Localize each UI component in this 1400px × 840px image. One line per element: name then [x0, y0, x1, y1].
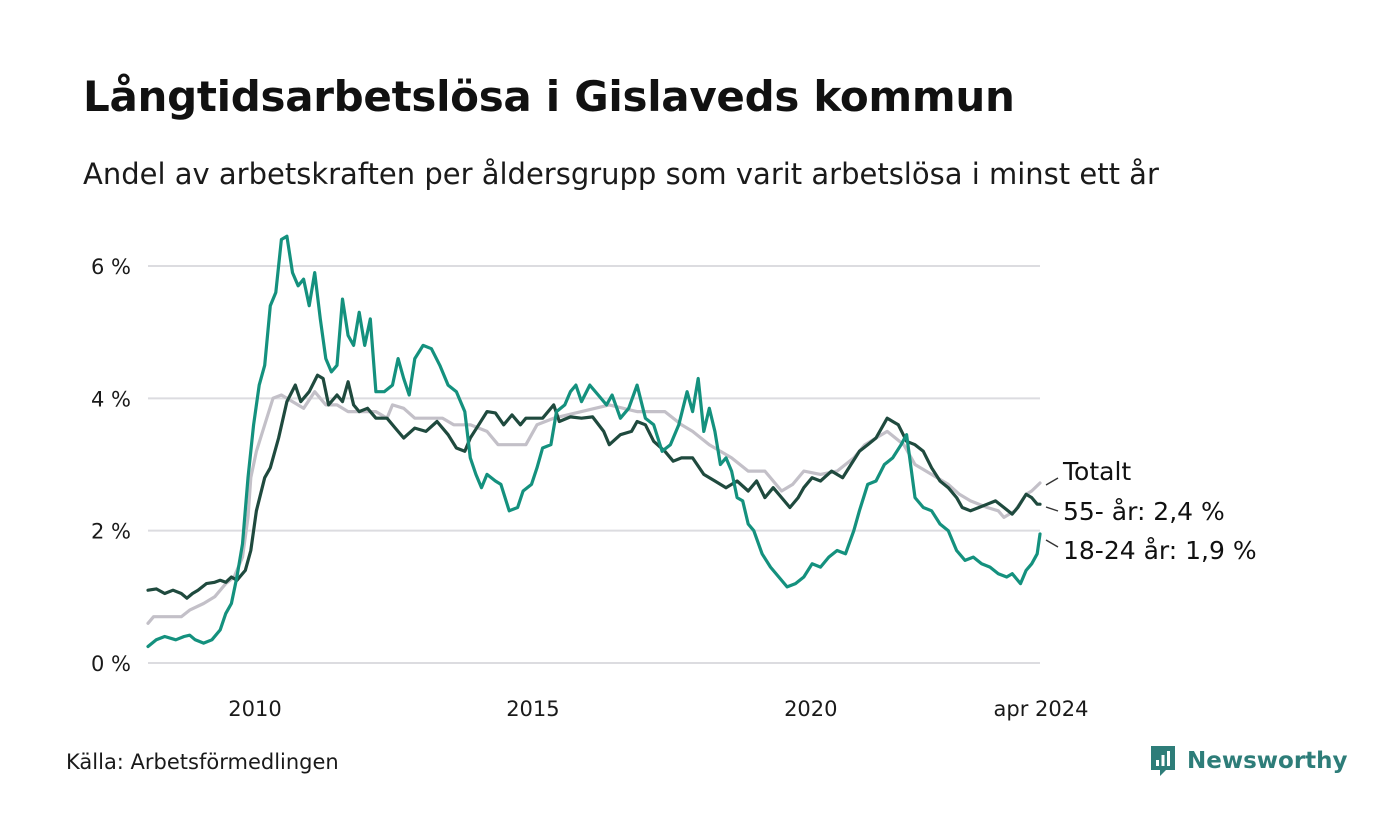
label-leader-age55 — [1045, 506, 1059, 512]
y-tick-label: 2 % — [91, 520, 131, 544]
y-tick-label: 6 % — [91, 255, 131, 279]
y-tick-label: 4 % — [91, 387, 131, 411]
chart-subtitle: Andel av arbetskraften per åldersgrupp s… — [83, 157, 1159, 191]
series-label-age55: 55- år: 2,4 % — [1063, 497, 1225, 526]
grid-lines — [148, 265, 1040, 664]
series-label-age18: 18-24 år: 1,9 % — [1063, 536, 1257, 565]
series-line-totalt — [146, 390, 1042, 625]
label-leader-totalt — [1045, 477, 1059, 486]
newsworthy-logo-text: Newsworthy — [1187, 748, 1348, 774]
source-note: Källa: Arbetsförmedlingen — [66, 750, 339, 774]
x-tick-label: 2020 — [784, 697, 837, 721]
x-tick-label: 2015 — [506, 697, 559, 721]
chart-title: Långtidsarbetslösa i Gislaveds kommun — [83, 72, 1015, 121]
newsworthy-logo-icon — [1151, 746, 1175, 776]
newsworthy-logo[interactable]: Newsworthy — [1149, 744, 1348, 778]
x-tick-label: 2010 — [228, 697, 281, 721]
series-lines — [146, 234, 1042, 649]
series-label-totalt: Totalt — [1062, 457, 1131, 486]
x-axis-ticks: 2010 2015 2020 apr 2024 — [228, 697, 1088, 721]
series-line-age18 — [146, 234, 1042, 649]
y-tick-label: 0 % — [91, 652, 131, 676]
series-labels: Totalt 55- år: 2,4 % 18-24 år: 1,9 % — [1045, 457, 1257, 565]
y-axis-ticks: 0 % 2 % 4 % 6 % — [91, 255, 131, 676]
x-tick-label: apr 2024 — [994, 697, 1089, 721]
label-leader-age18 — [1045, 539, 1059, 548]
